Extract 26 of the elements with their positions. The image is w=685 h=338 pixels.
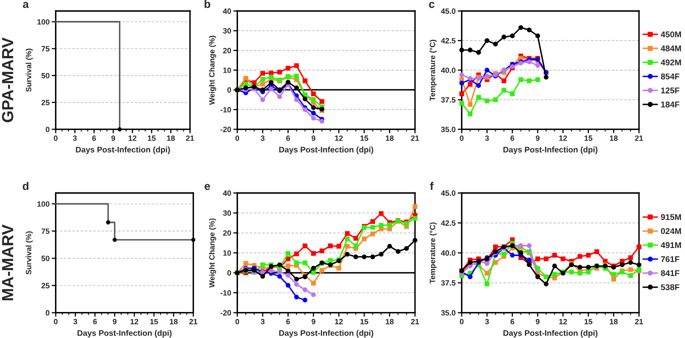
legend-label: 761F [661,256,680,262]
text: MA-MARV [2,224,14,300]
chart-title: d [22,182,28,190]
x-axis-title: Days Post-Infection (dpi) [76,146,170,154]
legend-label: 450M [660,31,681,38]
x-axis-title: Days Post-Infection (dpi) [78,330,172,338]
chart-title: f [430,182,434,190]
legend-label: 024M [660,228,681,234]
x-axis-title: Days Post-Infection (dpi) [503,146,598,154]
legend-label: 915M [660,214,681,220]
legend-label: 484M [660,45,681,52]
legend-label: 492M [660,59,681,66]
x-axis-title: Days Post-Infection (dpi) [279,330,374,338]
chart-title: a [22,2,29,8]
text: GPA-MARV [2,38,14,122]
x-axis-title: Days Post-Infection (dpi) [503,330,598,338]
legend-label: 538F [660,284,680,290]
chart-title: e [204,184,210,190]
legend-label: 854F [660,73,680,80]
legend-label: 491M [660,242,681,248]
chart-title: b [204,0,210,8]
x-axis-title: Days Post-Infection (dpi) [279,146,374,154]
legend-label: 841F [660,270,680,276]
chart-title: c [429,2,434,8]
legend-label: 125F [661,88,680,94]
legend-label: 184F [661,102,680,108]
